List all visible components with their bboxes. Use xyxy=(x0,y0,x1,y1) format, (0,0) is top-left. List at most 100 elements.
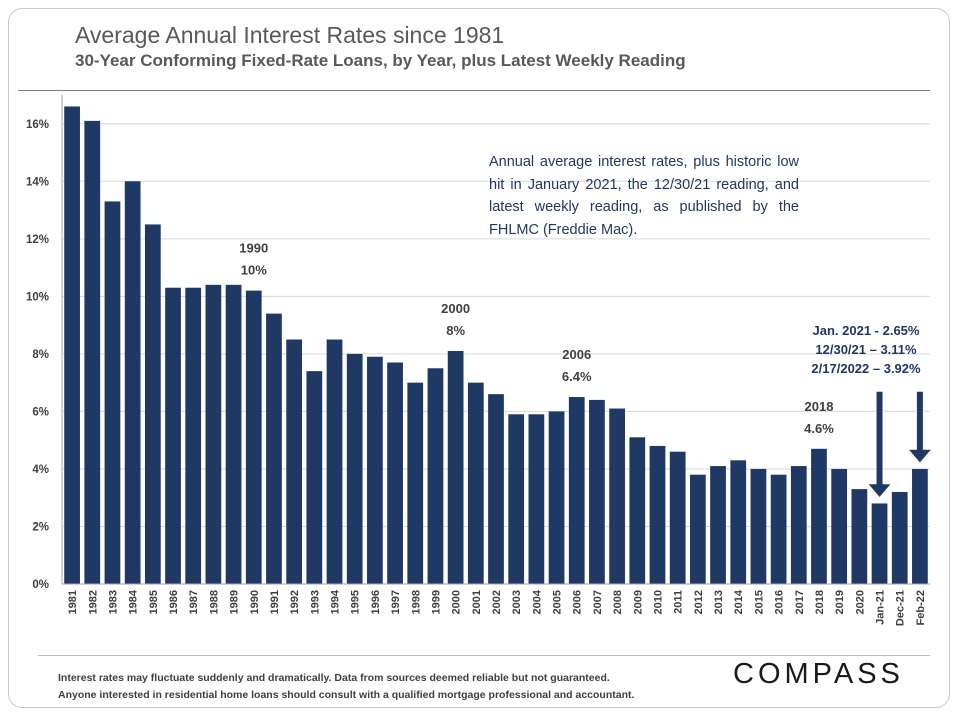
bar-chart: 0% 2% 4% 6% 8% 10% 12% 14% 16% 1981 1982 1983 1984 19… xyxy=(26,95,933,626)
bar xyxy=(447,351,464,584)
bar xyxy=(649,445,666,584)
data-label: 8% xyxy=(446,323,465,338)
bar xyxy=(710,466,726,584)
bar xyxy=(286,339,303,584)
bar xyxy=(84,120,101,584)
bar xyxy=(548,411,565,584)
chart-title: Average Annual Interest Rates since 1981 xyxy=(75,22,505,48)
data-label: 2000 xyxy=(441,301,470,316)
x-tick-label: 2008 xyxy=(612,590,624,614)
x-tick-label: 2020 xyxy=(854,590,866,614)
x-tick-label: 2016 xyxy=(774,590,786,614)
bar xyxy=(811,448,827,584)
x-tick-label: 1989 xyxy=(229,590,241,614)
bar xyxy=(387,362,403,584)
x-tick-label: 1990 xyxy=(249,590,261,614)
bar xyxy=(407,382,424,584)
x-tick-label: 1999 xyxy=(430,590,442,614)
compass-logo: COMPASS xyxy=(733,658,904,690)
y-tick-label: 8% xyxy=(32,349,49,361)
x-tick-label: 2009 xyxy=(632,590,644,614)
bar xyxy=(871,503,888,584)
reading-label: 12/30/21 – 3.11% xyxy=(815,342,917,357)
chart-subtitle: 30-Year Conforming Fixed-Rate Loans, by … xyxy=(75,51,686,70)
bar xyxy=(568,397,585,584)
bar xyxy=(831,468,848,584)
y-tick-label: 0% xyxy=(32,579,49,591)
reading-label: Jan. 2021 - 2.65% xyxy=(813,323,920,338)
down-arrow-icon xyxy=(906,390,933,464)
footer-divider xyxy=(38,655,930,656)
bar xyxy=(64,106,80,584)
bar xyxy=(367,356,383,584)
x-tick-label: 1994 xyxy=(330,589,342,614)
data-label: 1990 xyxy=(239,241,268,256)
x-tick-label: 2011 xyxy=(673,590,685,614)
arrows xyxy=(866,390,933,499)
y-tick-label: 16% xyxy=(26,119,49,131)
data-label: 2018 xyxy=(805,399,834,414)
axes: 0% 2% 4% 6% 8% 10% 12% 14% 16% 1981 1982 1983 1984 19… xyxy=(26,95,930,626)
x-tick-label: 2000 xyxy=(451,590,463,614)
x-tick-label: 1984 xyxy=(128,589,140,614)
bar xyxy=(790,466,807,584)
x-tick-label: 1985 xyxy=(148,590,160,614)
disclaimer-line: Anyone interested in residential home lo… xyxy=(58,689,635,701)
bar xyxy=(205,284,222,584)
x-tick-label: 2003 xyxy=(511,590,523,614)
x-tick-label: 2013 xyxy=(713,590,725,614)
x-tick-label: 1987 xyxy=(188,590,200,614)
x-tick-label: 1988 xyxy=(208,590,220,614)
x-tick-label: 1991 xyxy=(269,590,281,614)
x-tick-label: 2019 xyxy=(834,590,846,614)
x-tick-label: 1983 xyxy=(107,590,119,614)
y-tick-label: 12% xyxy=(26,234,49,246)
x-tick-label: Jan-21 xyxy=(875,590,887,625)
data-label: 6.4% xyxy=(562,369,592,384)
x-tick-label: 2014 xyxy=(733,589,745,614)
x-tick-label: 2017 xyxy=(794,590,806,614)
bar xyxy=(851,489,868,584)
bar xyxy=(124,181,141,584)
y-tick-label: 14% xyxy=(26,176,49,188)
bar xyxy=(689,474,706,584)
down-arrow-icon xyxy=(866,390,893,499)
callout-text: Annual average interest rates, plus hist… xyxy=(489,154,799,238)
bar xyxy=(144,224,161,585)
x-tick-label: 1992 xyxy=(289,590,301,614)
data-label: 2006 xyxy=(562,347,591,362)
bar xyxy=(326,339,343,584)
bar xyxy=(185,287,202,584)
bar xyxy=(589,399,605,584)
bar xyxy=(508,414,525,584)
x-tick-label: 1982 xyxy=(87,590,99,614)
bar xyxy=(528,414,545,584)
bar xyxy=(750,468,767,584)
x-tick-label: 1995 xyxy=(350,590,362,614)
x-tick-label: Dec-21 xyxy=(895,590,907,626)
x-tick-label: 2004 xyxy=(531,589,543,614)
x-tick-label: 2015 xyxy=(753,590,765,614)
y-tick-label: 2% xyxy=(32,521,49,533)
disclaimer: Interest rates may fluctuate suddenly an… xyxy=(58,670,634,704)
bar xyxy=(730,460,747,584)
bar xyxy=(165,287,181,584)
data-label: 10% xyxy=(241,263,267,278)
bar xyxy=(225,284,242,584)
x-tick-label: 1981 xyxy=(67,590,79,614)
y-tick-label: 10% xyxy=(26,291,49,303)
bar xyxy=(427,368,444,584)
bar xyxy=(245,290,262,584)
bar xyxy=(912,468,928,584)
bar xyxy=(669,451,686,584)
disclaimer-line: Interest rates may fluctuate suddenly an… xyxy=(58,672,610,684)
x-tick-label: 2005 xyxy=(552,590,564,614)
bar xyxy=(891,491,908,584)
x-tick-label: 1997 xyxy=(390,590,402,614)
bar xyxy=(629,437,646,584)
bar xyxy=(488,394,504,584)
bar xyxy=(104,201,121,584)
latest-readings: Jan. 2021 - 2.65% 12/30/21 – 3.11% 2/17/20… xyxy=(811,323,921,376)
x-tick-label: 1993 xyxy=(309,590,321,614)
x-tick-label: Feb-22 xyxy=(915,590,927,625)
